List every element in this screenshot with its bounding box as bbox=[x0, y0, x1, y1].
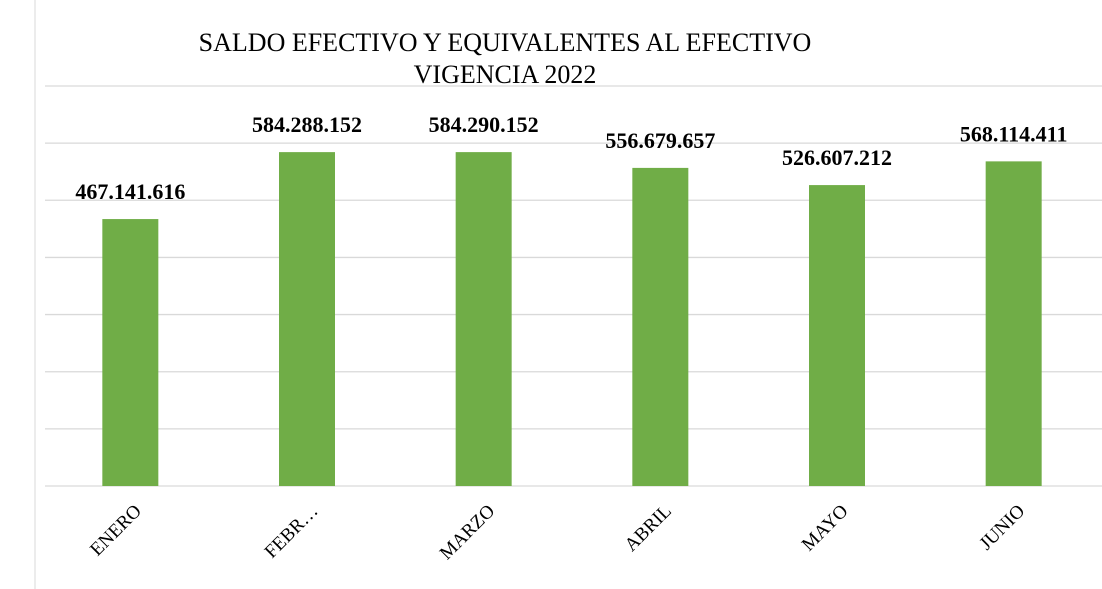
chart-subtitle: VIGENCIA 2022 bbox=[414, 60, 597, 89]
bar bbox=[279, 152, 335, 486]
bar bbox=[632, 167, 689, 486]
value-label: 556.679.657 bbox=[605, 128, 715, 153]
bar bbox=[809, 185, 865, 486]
x-tick-label: ABRIL bbox=[621, 501, 676, 556]
value-label: 526.607.212 bbox=[782, 145, 892, 170]
x-tick-label: JUNIO bbox=[976, 501, 1030, 555]
bar bbox=[455, 152, 512, 486]
value-label: 568.114.411 bbox=[960, 121, 1068, 146]
x-tick-label: ENERO bbox=[86, 501, 146, 561]
bar bbox=[102, 219, 159, 486]
value-label: 584.288.152 bbox=[252, 112, 362, 137]
x-tick-label: MAYO bbox=[798, 501, 853, 556]
chart-title: SALDO EFECTIVO Y EQUIVALENTES AL EFECTIV… bbox=[199, 28, 812, 57]
value-label: 584.290.152 bbox=[429, 112, 539, 137]
x-tick-label: FEBR… bbox=[261, 501, 323, 563]
x-tick-label: MARZO bbox=[436, 501, 499, 564]
value-label: 467.141.616 bbox=[75, 179, 185, 204]
bar bbox=[985, 161, 1042, 486]
